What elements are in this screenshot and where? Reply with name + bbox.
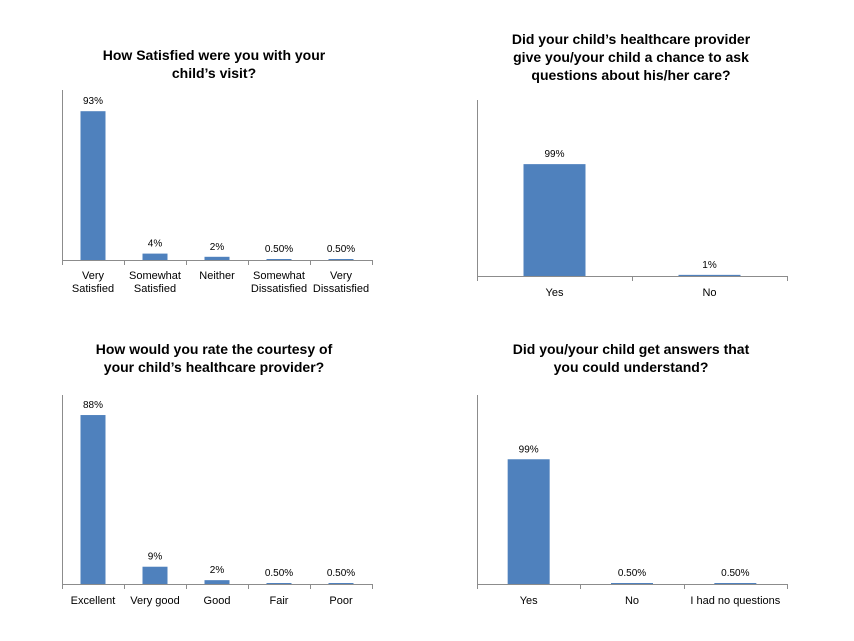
data-label-1-4: 0.50%: [265, 244, 293, 255]
category-label-3-1: Excellent: [71, 595, 116, 607]
data-label-2-2: 1%: [702, 260, 717, 271]
category-label-3-3: Good: [204, 595, 231, 607]
data-label-4-2: 0.50%: [618, 568, 646, 579]
category-label-4-1: Yes: [520, 595, 538, 607]
bar-3-2: [142, 566, 168, 584]
category-label-3-2: Very good: [130, 595, 180, 607]
data-label-2-1: 99%: [544, 149, 564, 160]
category-label-1-5-line-2: Dissatisfied: [313, 283, 369, 295]
bar-3-3: [204, 580, 230, 584]
category-label-1-3: Neither: [199, 270, 235, 282]
data-label-3-1: 88%: [83, 400, 103, 411]
category-label-4-3: I had no questions: [690, 595, 780, 607]
chart-title-1-line-1: How Satisfied were you with your: [103, 47, 326, 63]
data-label-3-3: 2%: [210, 565, 225, 576]
chart-title-2-line-3: questions about his/her care?: [531, 67, 730, 83]
category-label-1-2-line-2: Satisfied: [134, 283, 176, 295]
category-label-1-5-line-1: Very: [330, 270, 353, 282]
bar-3-4: [266, 583, 292, 584]
category-label-1-4-line-2: Dissatisfied: [251, 283, 307, 295]
chart-title-3-line-2: your child’s healthcare provider?: [104, 359, 324, 375]
category-label-2-2: No: [702, 287, 716, 299]
chart-title-3-line-1: How would you rate the courtesy of: [96, 341, 333, 357]
category-label-1-4-line-1: Somewhat: [253, 270, 305, 282]
category-label-3-5: Poor: [329, 595, 353, 607]
category-label-4-2: No: [625, 595, 639, 607]
chart-title-4-line-1: Did you/your child get answers that: [513, 341, 750, 357]
bar-1-5: [328, 259, 354, 260]
data-label-4-1: 99%: [519, 444, 539, 455]
bar-3-1: [80, 415, 106, 584]
chart-title-2-line-1: Did your child’s healthcare provider: [512, 31, 751, 47]
category-label-1-1-line-2: Satisfied: [72, 283, 114, 295]
bar-4-2: [611, 583, 653, 584]
chart-title-4-line-2: you could understand?: [554, 359, 709, 375]
bar-1-3: [204, 256, 230, 260]
category-label-2-1: Yes: [546, 287, 564, 299]
chart-title-2-line-2: give you/your child a chance to ask: [513, 49, 749, 65]
data-label-1-5: 0.50%: [327, 244, 355, 255]
bar-1-4: [266, 259, 292, 260]
bar-4-1: [507, 459, 550, 584]
bar-1-2: [142, 253, 168, 260]
bar-2-2: [678, 274, 741, 276]
data-label-1-1: 93%: [83, 96, 103, 107]
data-label-3-2: 9%: [148, 552, 163, 563]
bar-3-5: [328, 583, 354, 584]
data-label-3-5: 0.50%: [327, 568, 355, 579]
data-label-1-3: 2%: [210, 242, 225, 253]
category-label-3-4: Fair: [270, 595, 289, 607]
data-label-4-3: 0.50%: [721, 568, 749, 579]
bar-4-3: [714, 583, 757, 584]
bar-1-1: [80, 111, 106, 260]
data-label-1-2: 4%: [148, 239, 163, 250]
bar-2-1: [523, 164, 586, 276]
data-label-3-4: 0.50%: [265, 568, 293, 579]
chart-title-1-line-2: child’s visit?: [172, 65, 256, 81]
category-label-1-2-line-1: Somewhat: [129, 270, 181, 282]
category-label-1-1-line-1: Very: [82, 270, 105, 282]
